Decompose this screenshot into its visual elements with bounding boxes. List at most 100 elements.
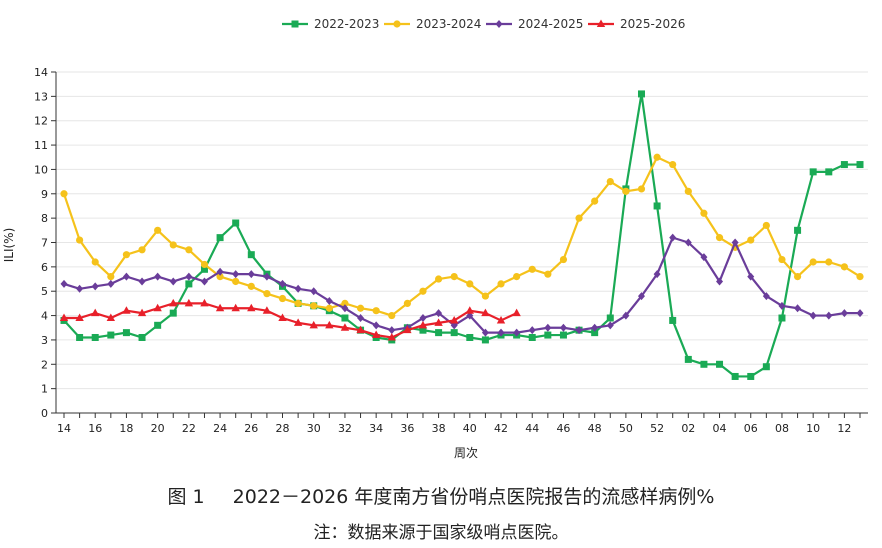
data-point [372, 321, 380, 330]
data-point [465, 306, 475, 314]
data-point [106, 313, 116, 322]
chart-series [59, 90, 864, 380]
data-point [247, 251, 255, 259]
data-point [185, 280, 193, 288]
data-point [825, 168, 833, 176]
series-2025-2026 [59, 298, 521, 341]
data-point [731, 372, 739, 380]
legend-marker [393, 20, 401, 28]
legend-item: 2025-2026 [588, 17, 685, 31]
data-point [856, 273, 864, 281]
data-point [559, 323, 567, 332]
data-point [247, 282, 255, 290]
data-point [419, 326, 427, 334]
data-point [559, 255, 568, 264]
data-point [434, 275, 443, 283]
data-point [700, 209, 708, 217]
legend-label: 2022-2023 [314, 17, 379, 31]
legend-label: 2025-2026 [620, 17, 685, 31]
y-tick-label: 4 [41, 310, 48, 323]
data-point [91, 258, 99, 266]
data-point [231, 303, 240, 312]
y-tick-label: 14 [34, 66, 48, 79]
x-tick-label: 08 [775, 422, 789, 435]
data-point [606, 178, 614, 186]
data-point [122, 251, 131, 259]
data-point [310, 287, 318, 296]
data-point [169, 277, 177, 286]
data-point [263, 272, 271, 281]
data-point [825, 258, 833, 266]
data-point [700, 253, 708, 262]
series-line [64, 302, 518, 339]
data-point [59, 313, 69, 322]
data-point [622, 187, 630, 195]
data-point [575, 214, 583, 222]
data-point [544, 331, 552, 339]
data-point [403, 325, 412, 334]
data-point [481, 308, 490, 317]
data-point [559, 331, 567, 339]
figure-note: 注：数据来源于国家级哨点医院。 [313, 523, 569, 543]
data-point [247, 303, 256, 312]
data-point [138, 246, 146, 254]
data-point [169, 298, 178, 307]
data-point [591, 197, 599, 205]
data-point [497, 328, 505, 337]
x-tick-label: 12 [837, 422, 851, 435]
data-point [856, 161, 864, 169]
data-point [481, 336, 489, 344]
data-point [419, 314, 427, 323]
data-point [778, 301, 786, 310]
data-point [107, 279, 115, 288]
data-point [137, 308, 147, 317]
y-axis-title: ILI(%) [2, 228, 16, 263]
legend-marker [291, 20, 299, 28]
y-tick-label: 5 [41, 285, 48, 298]
x-tick-label: 50 [619, 422, 633, 435]
x-tick-label: 40 [463, 422, 477, 435]
data-point [340, 323, 350, 331]
data-point [247, 270, 255, 279]
figure-number: 图 1 [167, 486, 205, 508]
data-point [371, 330, 381, 339]
legend-item: 2022-2023 [282, 17, 379, 31]
x-tick-label: 02 [681, 422, 695, 435]
data-point [169, 241, 177, 249]
data-point [513, 273, 521, 281]
data-point [840, 263, 848, 271]
data-point [434, 318, 443, 326]
legend-marker [596, 19, 606, 27]
data-point [309, 320, 318, 329]
data-point [75, 313, 84, 322]
data-point [341, 299, 349, 307]
data-point [356, 325, 365, 334]
data-point [778, 314, 786, 322]
data-point [372, 307, 380, 315]
data-point [669, 160, 677, 169]
data-point [669, 233, 677, 242]
series-2022-2023 [60, 90, 864, 380]
data-point [606, 314, 614, 322]
data-point [591, 329, 599, 337]
data-point [716, 360, 724, 368]
data-point [856, 309, 864, 318]
data-point [200, 265, 208, 273]
data-point [481, 328, 489, 337]
data-point [747, 272, 755, 281]
data-point [762, 292, 770, 301]
data-point [544, 323, 552, 332]
data-point [715, 234, 724, 242]
data-point [60, 190, 68, 198]
chart-legend: 2022-2023 2023-2024 2024-2025 2025-2026 [282, 17, 685, 31]
data-point [262, 306, 272, 314]
x-tick-label: 30 [307, 422, 321, 435]
data-point [419, 287, 427, 295]
data-point [153, 303, 162, 312]
data-point [653, 153, 661, 161]
y-tick-label: 1 [41, 383, 48, 396]
x-tick-label: 20 [151, 422, 165, 435]
data-point [778, 255, 786, 264]
data-point [684, 187, 692, 195]
